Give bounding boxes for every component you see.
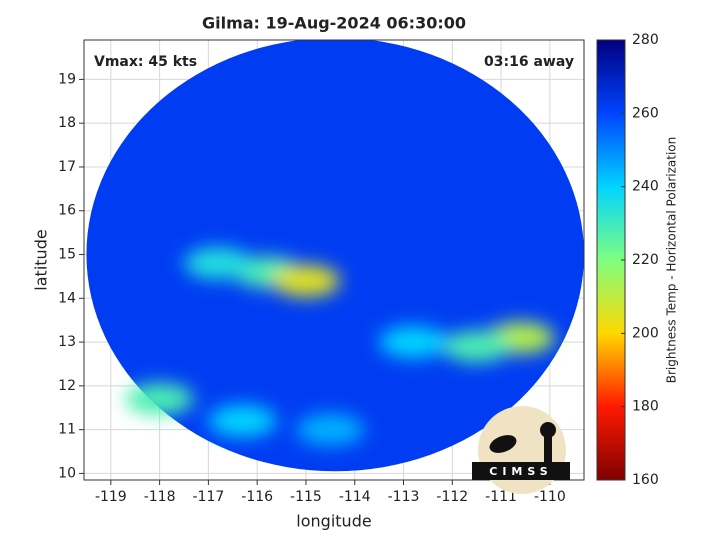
x-tick-label: -110 [534, 489, 566, 505]
logo-text: CIMSS [489, 465, 552, 478]
y-tick-label: 11 [58, 422, 76, 438]
y-tick-label: 19 [58, 71, 76, 87]
colorbar-tick-label: 180 [632, 399, 659, 415]
swath-disk [86, 40, 584, 472]
colorbar-tick-label: 240 [632, 179, 659, 195]
logo: CIMSS [472, 406, 570, 494]
x-tick-label: -115 [290, 489, 322, 505]
annotation: Vmax: 45 kts [94, 54, 197, 70]
y-tick-label: 14 [58, 290, 76, 306]
x-tick-label: -116 [241, 489, 273, 505]
y-tick-label: 13 [58, 334, 76, 350]
logo-tower [544, 432, 552, 462]
cells [125, 247, 555, 446]
x-tick-label: -117 [192, 489, 224, 505]
chart-title: Gilma: 19-Aug-2024 06:30:00 [202, 14, 466, 33]
logo-base [472, 462, 570, 480]
y-tick-label: 10 [58, 465, 76, 481]
x-tick-label: -114 [339, 489, 371, 505]
convective-cell [271, 264, 340, 297]
plot-area [84, 40, 584, 480]
convective-cell [379, 326, 448, 359]
colorbar-label: Brightness Temp - Horizontal Polarizatio… [665, 137, 679, 384]
colorbar-tick-label: 160 [632, 472, 659, 488]
colorbar-tick-label: 280 [632, 32, 659, 48]
y-tick-label: 18 [58, 115, 76, 131]
colorbar [596, 39, 626, 481]
convective-cell [208, 404, 277, 437]
convective-cell [442, 330, 511, 363]
x-tick-label: -118 [144, 489, 176, 505]
convective-cell [125, 383, 194, 416]
y-tick-label: 15 [58, 247, 76, 263]
x-tick-label: -111 [485, 489, 517, 505]
logo-tank [540, 422, 556, 438]
colorbar-tick-label: 220 [632, 252, 659, 268]
plot-frame [83, 39, 585, 481]
colorbar-tick-label: 200 [632, 325, 659, 341]
y-tick-label: 16 [58, 203, 76, 219]
y-tick-label: 17 [58, 159, 76, 175]
y-axis-label: latitude [32, 229, 51, 290]
x-tick-label: -112 [436, 489, 468, 505]
y-tick-label: 12 [58, 378, 76, 394]
annotation: 03:16 away [484, 54, 574, 70]
x-tick-label: -113 [388, 489, 420, 505]
convective-cell [296, 413, 365, 446]
x-tick-label: -119 [95, 489, 127, 505]
colorbar-tick-label: 260 [632, 105, 659, 121]
logo-dish [489, 435, 517, 453]
x-axis-label: longitude [296, 512, 371, 531]
convective-cell [184, 247, 253, 280]
overlay: -119 -118 -117 -116 -115 -114 -113 -112 -111 -110… [58, 32, 659, 505]
